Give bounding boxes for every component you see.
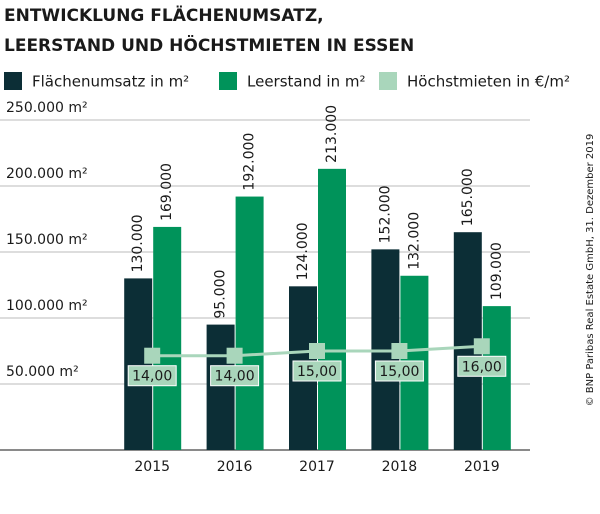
value-label: 16,00 — [462, 359, 502, 375]
y-tick-label: 50.000 m² — [6, 364, 79, 380]
value-label: 95.000 — [213, 270, 229, 319]
line-marker — [144, 347, 161, 364]
value-label-box — [292, 360, 342, 382]
source-note: © BNP Paribas Real Estate GmbH, 31. Deze… — [585, 134, 596, 407]
value-label: 169.000 — [159, 163, 175, 221]
y-tick-label: 100.000 m² — [6, 298, 88, 314]
y-tick-label: 150.000 m² — [6, 232, 88, 248]
value-label-box — [127, 365, 177, 387]
bar — [206, 324, 235, 450]
value-label: 109.000 — [489, 242, 505, 300]
x-tick-label: 2018 — [382, 459, 418, 475]
legend-label: Flächenumsatz in m² — [32, 73, 189, 91]
bar — [318, 168, 346, 450]
bar — [482, 306, 511, 450]
value-label: 152.000 — [377, 185, 393, 243]
value-label: 213.000 — [324, 105, 340, 163]
value-label: 14,00 — [132, 369, 172, 385]
legend-swatch — [379, 72, 397, 90]
x-tick-label: 2019 — [464, 459, 500, 475]
legend-swatch — [219, 72, 237, 90]
legend-label: Höchstmieten in €/m² — [407, 73, 570, 91]
value-label-box — [457, 355, 507, 377]
y-tick-label: 200.000 m² — [6, 166, 88, 182]
x-tick-label: 2016 — [217, 459, 253, 475]
value-label: 132.000 — [406, 212, 422, 270]
value-label: 130.000 — [130, 214, 146, 272]
bar — [124, 278, 153, 450]
line-marker — [309, 343, 325, 359]
x-tick-label: 2017 — [299, 459, 335, 475]
line-marker — [391, 343, 408, 359]
value-label: 14,00 — [215, 369, 255, 385]
chart-title: LEERSTAND UND HÖCHSTMIETEN IN ESSEN — [4, 34, 414, 56]
line-marker — [226, 347, 243, 364]
value-label: 124.000 — [295, 222, 311, 280]
legend-swatch — [4, 72, 22, 90]
value-label-box — [210, 365, 260, 387]
value-label: 165.000 — [460, 168, 476, 226]
bar — [153, 226, 182, 450]
x-tick-label: 2015 — [134, 459, 170, 475]
value-label: 15,00 — [297, 364, 337, 380]
value-label: 15,00 — [379, 364, 419, 380]
bar — [235, 196, 264, 450]
chart-title: ENTWICKLUNG FLÄCHENUMSATZ, — [4, 4, 324, 26]
y-tick-label: 250.000 m² — [6, 100, 88, 116]
value-label-box — [374, 360, 424, 382]
legend-label: Leerstand in m² — [247, 73, 365, 91]
line-marker — [473, 338, 490, 355]
value-label: 192.000 — [242, 133, 258, 191]
